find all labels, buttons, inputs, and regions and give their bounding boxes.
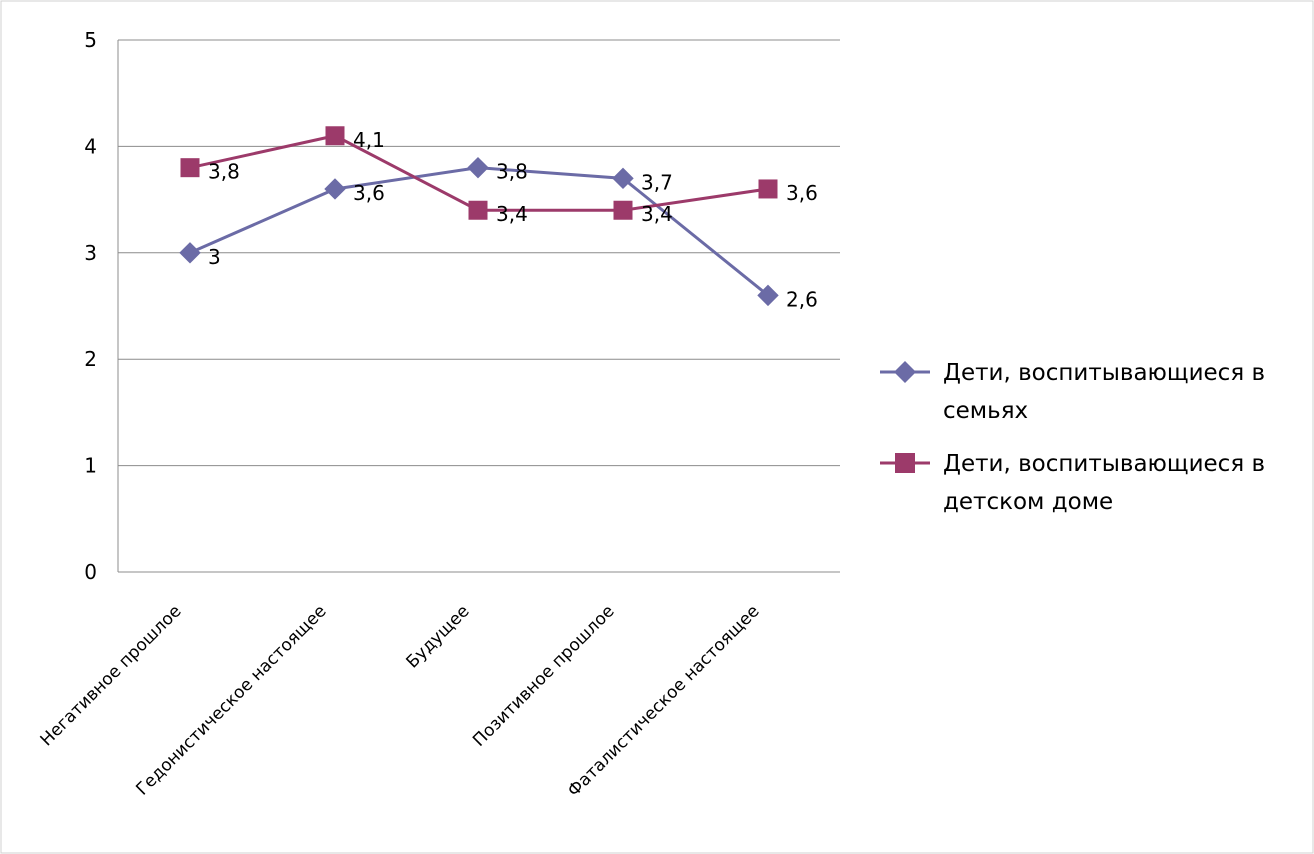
y-tick-label: 2 xyxy=(84,347,97,371)
data-label: 3,4 xyxy=(496,202,528,226)
data-label: 3,7 xyxy=(641,170,673,194)
y-tick-label: 1 xyxy=(84,454,97,478)
data-point-marker xyxy=(613,200,633,220)
legend-entry-text: семьях xyxy=(943,398,1028,424)
legend-entry-text: Дети, воспитывающиеся в xyxy=(943,360,1265,386)
y-tick-label: 0 xyxy=(84,560,97,584)
legend: Дети, воспитывающиеся в семьях Дети, воспи… xyxy=(880,360,1265,515)
legend-entry-text: детском доме xyxy=(943,489,1113,515)
data-labels: 3 3,6 3,8 3,7 2,6 3,8 4,1 3,4 3,4 3,6 xyxy=(208,128,818,312)
y-tick-label: 3 xyxy=(84,241,97,265)
gridlines xyxy=(118,39,840,467)
data-label: 4,1 xyxy=(353,128,385,152)
y-tick-label: 5 xyxy=(84,28,97,52)
data-point-marker xyxy=(467,156,489,179)
y-tick-label: 4 xyxy=(84,134,97,158)
data-point-marker xyxy=(179,242,201,264)
data-label: 3,8 xyxy=(208,160,240,184)
data-point-marker xyxy=(324,178,346,200)
data-label: 3,6 xyxy=(786,181,818,205)
data-label: 3,6 xyxy=(353,181,385,205)
data-point-marker xyxy=(757,284,779,307)
data-label: 3 xyxy=(208,245,221,269)
data-label: 3,8 xyxy=(496,160,528,184)
series-group xyxy=(179,126,779,307)
data-point-marker xyxy=(612,167,634,190)
data-point-marker xyxy=(758,179,778,199)
data-point-marker xyxy=(468,200,488,220)
data-label: 3,4 xyxy=(641,202,673,226)
data-point-marker xyxy=(180,158,200,178)
data-label: 2,6 xyxy=(786,287,818,311)
legend-marker xyxy=(895,453,915,473)
legend-entry-text: Дети, воспитывающиеся в xyxy=(943,451,1265,477)
data-point-marker xyxy=(325,126,345,146)
legend-marker xyxy=(894,361,916,383)
